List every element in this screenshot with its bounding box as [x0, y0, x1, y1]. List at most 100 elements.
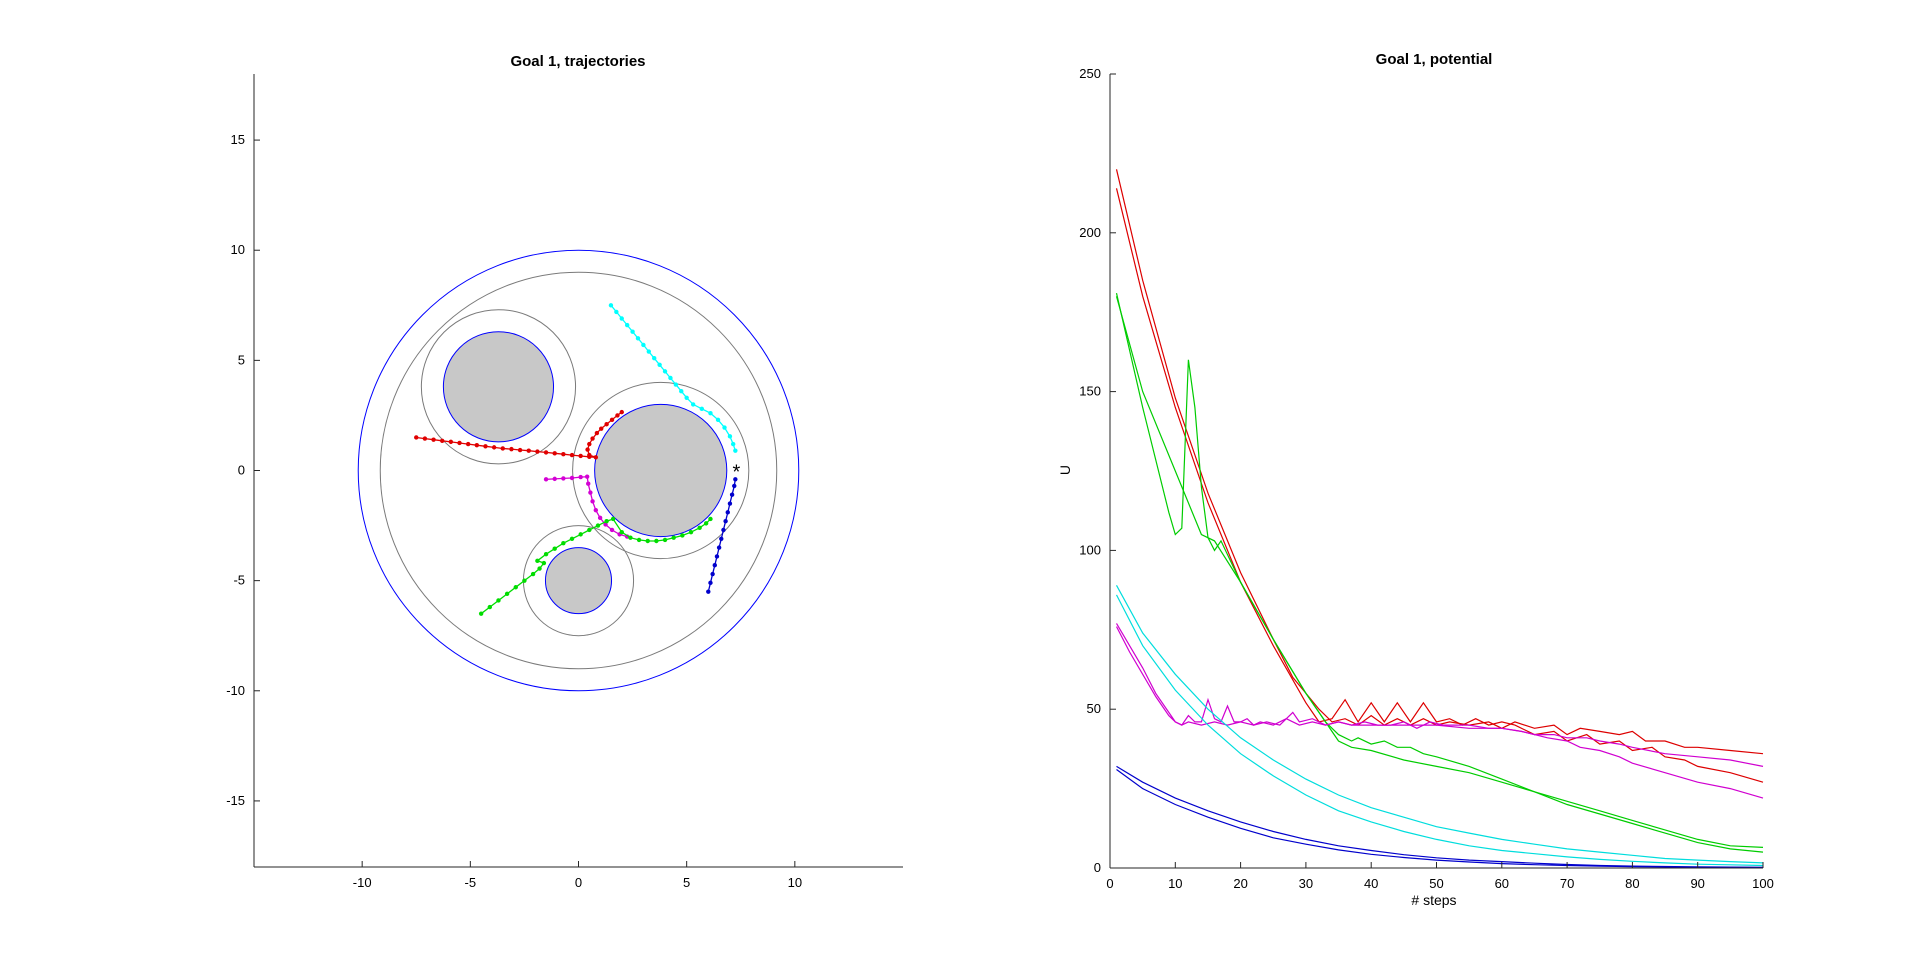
trajectories-axes: Goal 1, trajectories * -10 -5 0 5 10 -15-10-…: [226, 53, 903, 890]
trajectory-point: [657, 362, 662, 367]
trajectories-y-tick-label: 5: [238, 352, 245, 367]
potential-y-axis-label: U: [1057, 465, 1073, 475]
trajectories-x-ticks: -10 -5 0 5 10: [353, 861, 802, 890]
trajectories-title: Goal 1, trajectories: [510, 53, 645, 70]
trajectory-point: [496, 598, 501, 603]
trajectory-point: [578, 453, 583, 459]
trajectories-y-tick-label: -15: [226, 793, 245, 808]
trajectory-point: [630, 329, 635, 334]
trajectory-point: [578, 474, 583, 480]
trajectory-point: [561, 540, 566, 546]
trajectory-point: [587, 527, 592, 533]
trajectory-point: [733, 477, 738, 482]
trajectory-point: [543, 450, 549, 455]
potential-y-ticks: 0 50 100 150 200 250: [1079, 66, 1116, 875]
trajectory-point: [474, 442, 480, 448]
trajectories-x-tick-label: 10: [788, 875, 802, 890]
potential-x-tick-label: 50: [1429, 876, 1443, 891]
potential-y-tick-label: 0: [1094, 860, 1101, 875]
trajectory-point: [690, 402, 696, 407]
trajectory-point: [587, 441, 592, 447]
trajectory-point: [440, 438, 445, 443]
obstacle-circle: [442, 331, 555, 443]
trajectory-point: [662, 369, 668, 374]
trajectory-point: [422, 436, 428, 441]
trajectory-point: [714, 554, 720, 559]
trajectory-point: [716, 545, 722, 550]
trajectory-point: [431, 437, 436, 442]
obstacle-circle: [357, 249, 800, 692]
trajectory-point: [530, 571, 536, 577]
trajectory-point: [671, 535, 676, 540]
trajectory-point: [733, 448, 738, 453]
trajectory-point: [552, 476, 557, 482]
trajectory-point: [584, 474, 590, 479]
potential-y-tick-label: 200: [1079, 225, 1101, 240]
obstacle-circle: [379, 271, 778, 670]
trajectory-point: [706, 589, 711, 594]
trajectory-point: [537, 566, 542, 571]
trajectory-point: [712, 563, 717, 568]
potential-axes: Goal 1, potential 0 10 20 30 40 50 60 70 80 90 100…: [1057, 51, 1774, 908]
trajectory-point: [719, 536, 724, 541]
trajectory-point: [635, 336, 641, 341]
trajectory-point: [500, 446, 505, 451]
trajectory-point: [478, 611, 484, 616]
trajectory-point: [483, 444, 488, 449]
trajectory-point: [590, 499, 595, 504]
trajectory-point: [721, 527, 726, 533]
potential-x-ticks: 0 10 20 30 40 50 60 70 80 90 100: [1106, 862, 1774, 891]
trajectories-x-tick-label: -5: [465, 875, 477, 890]
potential-series-line: [1115, 292, 1764, 848]
trajectory-point: [610, 516, 616, 522]
trajectory-point: [517, 447, 523, 453]
trajectory-point: [628, 535, 633, 540]
trajectory-point: [569, 452, 575, 458]
trajectory-point: [723, 518, 728, 524]
trajectory-point: [708, 516, 713, 522]
trajectory-point: [504, 591, 510, 597]
trajectory-point: [615, 413, 620, 418]
trajectory-point: [619, 529, 624, 535]
potential-x-tick-label: 100: [1752, 876, 1774, 891]
trajectory-point: [654, 538, 659, 544]
trajectory-point: [599, 426, 604, 431]
trajectory-point: [526, 448, 531, 453]
trajectory-point: [590, 436, 595, 441]
trajectory-point: [578, 532, 583, 537]
obstacle-circle: [594, 403, 728, 538]
trajectory-point: [619, 409, 624, 415]
trajectory-point: [608, 303, 614, 308]
potential-x-tick-label: 30: [1299, 876, 1313, 891]
trajectory-point: [636, 537, 642, 543]
trajectory-point: [727, 501, 733, 506]
trajectory-point: [561, 451, 566, 457]
trajectories-y-tick-label: -10: [226, 683, 245, 698]
potential-x-tick-label: 70: [1560, 876, 1574, 891]
trajectory-point: [646, 349, 652, 354]
trajectories-plot-area: *: [357, 249, 800, 692]
obstacle-circle: [544, 547, 613, 615]
trajectories-x-tick-label: 5: [683, 875, 690, 890]
trajectory-point: [569, 536, 575, 541]
trajectory-point: [487, 604, 493, 610]
obstacle-circle: [572, 381, 750, 560]
trajectory-point: [491, 445, 497, 450]
potential-series-line: [1116, 769, 1764, 869]
potential-x-tick-label: 0: [1106, 876, 1113, 891]
trajectory-point: [619, 316, 624, 321]
trajectory-point: [703, 521, 709, 526]
trajectory-point: [673, 382, 679, 387]
trajectories-y-tick-label: -5: [233, 573, 245, 588]
trajectories-y-ticks: -15 -10 -5 0 5 10 15: [226, 132, 260, 808]
trajectory-point: [679, 389, 684, 394]
trajectory-point: [730, 441, 736, 447]
trajectory-point: [593, 455, 599, 460]
trajectory-point: [680, 533, 685, 538]
trajectory-point: [614, 309, 619, 315]
trajectory-point: [457, 440, 462, 446]
trajectory-point: [641, 342, 646, 348]
trajectory-point: [586, 481, 591, 486]
trajectory-point: [688, 529, 694, 535]
